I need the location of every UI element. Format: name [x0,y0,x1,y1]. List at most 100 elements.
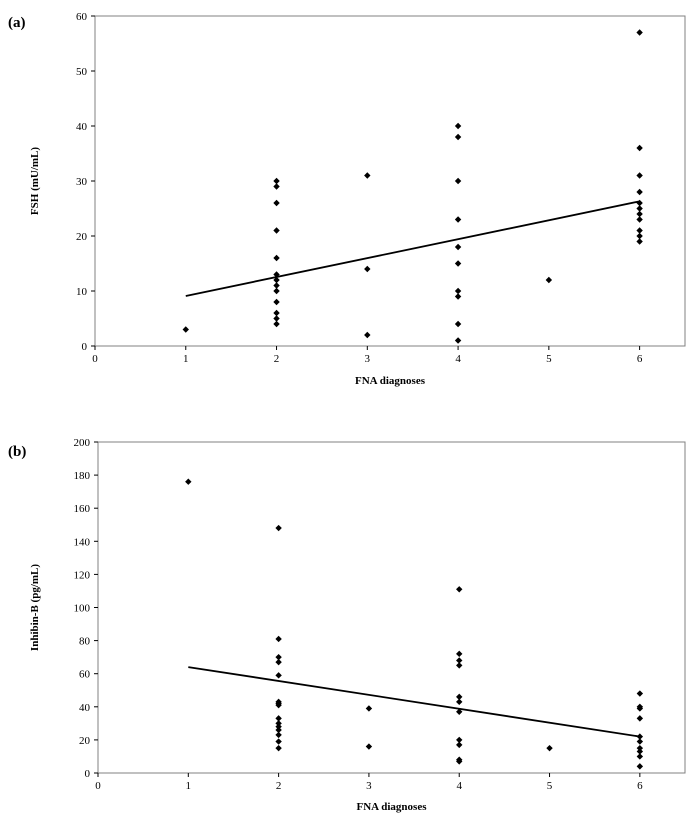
data-point [636,738,644,745]
y-tick-label: 140 [74,536,91,548]
data-point [456,741,463,749]
data-point [273,227,280,234]
data-point [273,199,280,207]
data-point [456,662,463,669]
data-point [636,29,643,36]
data-point [364,172,371,179]
x-tick-label: 5 [546,353,552,365]
x-tick-label: 5 [547,780,553,792]
data-point [454,320,462,328]
x-tick-label: 0 [92,353,98,365]
data-point [364,331,371,339]
data-point [636,715,644,722]
x-tick-label: 4 [456,780,462,792]
data-point [275,726,282,734]
x-tick-label: 0 [95,780,101,792]
panel-label-a: (a) [8,15,26,31]
data-point [275,658,282,666]
panel-label-b: (b) [8,444,26,460]
data-point [636,232,643,240]
y-tick-label: 50 [76,66,88,78]
data-point [273,183,280,190]
data-point [636,210,643,218]
data-point [546,744,553,752]
trend-line [188,666,640,738]
data-point [275,738,282,745]
data-point [636,744,644,752]
x-tick-label: 2 [276,780,282,792]
data-point [185,478,192,485]
data-point [454,293,462,300]
data-point [636,705,644,712]
x-axis-title-b: FNA diagnoses [357,801,428,813]
x-tick-label: 3 [366,780,372,792]
data-point [364,265,371,273]
data-point [545,276,553,284]
data-point [273,177,280,185]
trend-line [185,200,640,297]
data-point [273,282,280,289]
chart-panel-b: (b) 0 20 40 60 80 100 120 140 160 180 200 0 1 2 3 4 5 6 F… [8,437,686,813]
y-tick-label: 160 [74,503,91,515]
plot-area-a [94,15,686,347]
y-tick-label: 120 [74,569,91,581]
y-tick-label: 60 [76,11,88,23]
data-point [275,701,282,709]
y-tick-label: 20 [79,735,91,747]
data-point [365,743,373,750]
data-point [275,715,282,722]
x-tick-label: 1 [186,780,192,792]
y-tick-label: 0 [82,341,88,353]
data-point [275,635,282,643]
y-tick-label: 80 [79,636,91,648]
data-point [636,188,643,196]
data-point [456,758,463,765]
data-point [456,650,463,658]
y-tick-label: 10 [76,286,88,298]
y-tick-label: 180 [74,470,91,482]
data-point [636,205,643,212]
data-point [454,177,462,185]
x-tick-label: 1 [183,353,189,365]
data-point [636,172,643,179]
y-tick-label: 40 [79,702,91,714]
data-point [456,698,463,706]
y-axis-title-a: FSH (mU/mL) [29,147,41,215]
data-point [273,309,280,317]
data-point [636,690,644,697]
data-point [636,144,643,152]
data-point [275,653,282,661]
data-point [454,133,462,141]
data-point [636,227,643,234]
data-point [182,326,189,333]
data-point [275,744,282,752]
data-point [454,287,462,295]
x-tick-label: 3 [365,353,371,365]
y-tick-label: 0 [85,768,91,780]
data-point [273,287,280,295]
data-point [275,672,282,679]
y-axis-title-b: Inhibin-B (pg/mL) [29,564,41,651]
x-tick-label: 2 [274,353,280,365]
data-point [636,199,643,207]
data-point [275,524,282,532]
data-point [454,216,462,223]
x-tick-label: 4 [455,353,461,365]
data-point [273,271,280,278]
data-point [275,720,282,727]
data-point [454,122,462,130]
data-point [456,708,463,715]
data-point [456,586,463,593]
data-point [365,705,373,712]
data-point [456,736,463,744]
data-point [636,216,643,223]
data-point [273,254,280,262]
data-point [273,320,280,328]
data-point [456,693,463,701]
data-point [636,748,644,755]
data-point [454,260,462,267]
x-axis-title-a: FNA diagnoses [355,375,426,387]
y-tick-label: 60 [79,669,91,681]
y-tick-label: 20 [76,231,88,243]
